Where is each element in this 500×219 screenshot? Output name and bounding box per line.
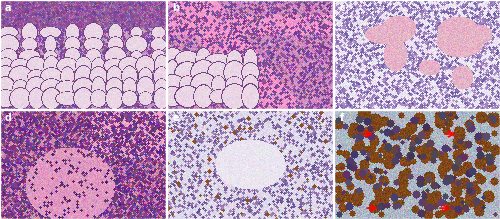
Text: c: c [340, 3, 345, 13]
Text: a: a [5, 3, 12, 13]
Text: d: d [5, 113, 12, 123]
Text: b: b [172, 3, 180, 13]
Text: e: e [172, 113, 179, 123]
Text: f: f [340, 113, 344, 123]
